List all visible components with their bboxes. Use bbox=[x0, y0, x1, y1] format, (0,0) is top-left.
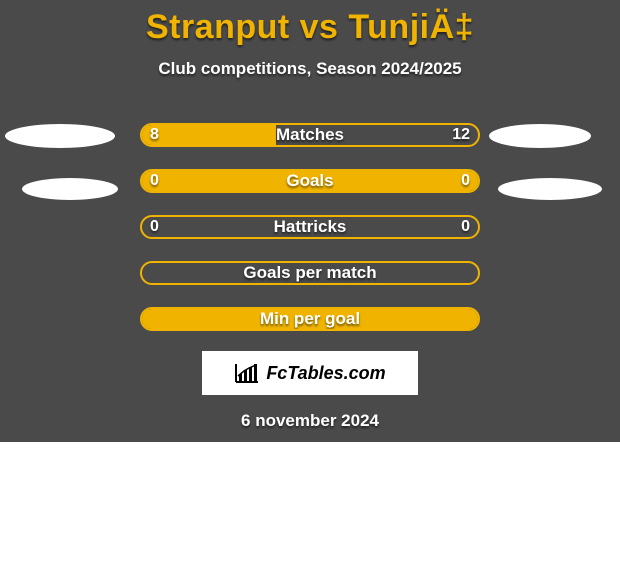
stat-row: 8 Matches 12 bbox=[0, 123, 620, 147]
stat-row: 0 Goals 0 bbox=[0, 169, 620, 193]
stat-bar: Min per goal bbox=[140, 307, 480, 331]
stat-row: 0 Hattricks 0 bbox=[0, 215, 620, 239]
snapshot-date: 6 november 2024 bbox=[0, 411, 620, 431]
stat-label: Matches bbox=[276, 125, 344, 145]
comparison-card: Stranput vs TunjiÄ‡ Club competitions, S… bbox=[0, 0, 620, 442]
stat-value-left: 8 bbox=[150, 126, 159, 144]
stat-value-right: 0 bbox=[461, 218, 470, 236]
stat-bar: Hattricks bbox=[140, 215, 480, 239]
stat-row: Min per goal bbox=[0, 307, 620, 331]
stat-row: Goals per match bbox=[0, 261, 620, 285]
stat-label: Goals bbox=[286, 171, 333, 191]
stat-value-right: 0 bbox=[461, 172, 470, 190]
stat-value-left: 0 bbox=[150, 218, 159, 236]
stat-value-right: 12 bbox=[452, 126, 470, 144]
stat-bar: Goals bbox=[140, 169, 480, 193]
source-logo: FcTables.com bbox=[202, 351, 418, 395]
page-subtitle: Club competitions, Season 2024/2025 bbox=[0, 59, 620, 79]
stat-label: Goals per match bbox=[243, 263, 376, 283]
page-title: Stranput vs TunjiÄ‡ bbox=[0, 0, 620, 47]
bar-chart-icon bbox=[234, 362, 260, 384]
stat-label: Hattricks bbox=[274, 217, 347, 237]
below-whitespace bbox=[0, 442, 620, 580]
stat-bar-fill-left bbox=[142, 125, 276, 145]
stat-bar: Matches bbox=[140, 123, 480, 147]
stat-rows: 8 Matches 12 0 Goals 0 0 Hattricks 0 Goals per ma… bbox=[0, 123, 620, 331]
stat-bar: Goals per match bbox=[140, 261, 480, 285]
source-logo-text: FcTables.com bbox=[266, 363, 385, 384]
stat-value-left: 0 bbox=[150, 172, 159, 190]
stat-label: Min per goal bbox=[260, 309, 360, 329]
